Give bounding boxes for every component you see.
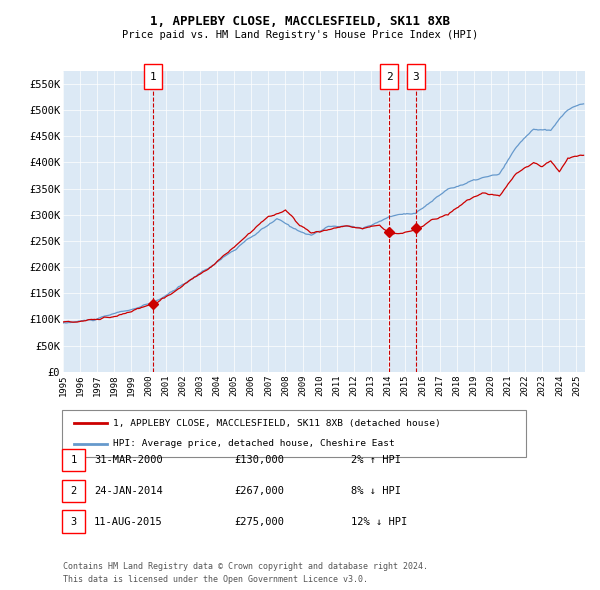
Text: 24-JAN-2014: 24-JAN-2014 [94, 486, 163, 496]
Text: £267,000: £267,000 [234, 486, 284, 496]
Text: Contains HM Land Registry data © Crown copyright and database right 2024.: Contains HM Land Registry data © Crown c… [63, 562, 428, 571]
Text: 1, APPLEBY CLOSE, MACCLESFIELD, SK11 8XB: 1, APPLEBY CLOSE, MACCLESFIELD, SK11 8XB [150, 15, 450, 28]
Text: 2% ↑ HPI: 2% ↑ HPI [351, 455, 401, 465]
Text: 31-MAR-2000: 31-MAR-2000 [94, 455, 163, 465]
Text: 2: 2 [386, 72, 393, 82]
Text: £130,000: £130,000 [234, 455, 284, 465]
Text: Price paid vs. HM Land Registry's House Price Index (HPI): Price paid vs. HM Land Registry's House … [122, 30, 478, 40]
Text: 8% ↓ HPI: 8% ↓ HPI [351, 486, 401, 496]
Text: 1: 1 [71, 455, 77, 465]
Text: 3: 3 [412, 72, 419, 82]
Text: 2: 2 [71, 486, 77, 496]
Text: 12% ↓ HPI: 12% ↓ HPI [351, 517, 407, 526]
Text: 1: 1 [149, 72, 156, 82]
Text: 11-AUG-2015: 11-AUG-2015 [94, 517, 163, 526]
Text: 3: 3 [71, 517, 77, 526]
Text: This data is licensed under the Open Government Licence v3.0.: This data is licensed under the Open Gov… [63, 575, 368, 584]
Text: HPI: Average price, detached house, Cheshire East: HPI: Average price, detached house, Ches… [113, 439, 395, 448]
Text: 1, APPLEBY CLOSE, MACCLESFIELD, SK11 8XB (detached house): 1, APPLEBY CLOSE, MACCLESFIELD, SK11 8XB… [113, 419, 440, 428]
Text: £275,000: £275,000 [234, 517, 284, 526]
